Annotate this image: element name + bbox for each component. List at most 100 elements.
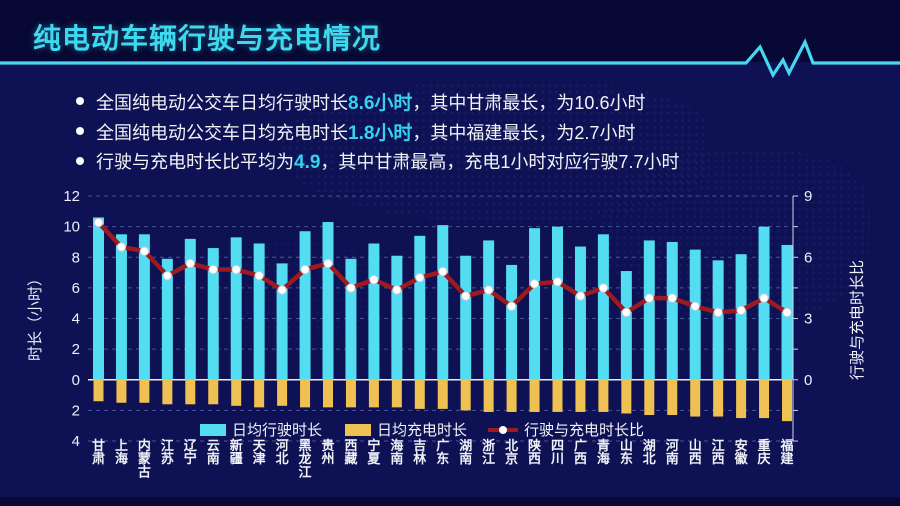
bullet-charging: 全国纯电动公交车日均充电时长1.8小时，其中福建最长，为2.7小时 — [76, 118, 876, 144]
driving-bar — [276, 263, 288, 380]
bullet-dot-icon — [76, 97, 84, 105]
ratio-point — [506, 301, 517, 311]
ratio-point — [231, 264, 241, 275]
driving-bar — [437, 225, 449, 380]
legend-ratio-marker — [499, 426, 507, 434]
driving-bar — [414, 235, 426, 380]
left-axis-tick-label: 4 — [72, 433, 80, 450]
driving-bar — [689, 249, 701, 380]
ratio-point — [254, 270, 264, 281]
x-axis-label: 河南 — [666, 438, 679, 466]
charging-bar — [391, 379, 402, 408]
bullet-dot-icon — [76, 157, 84, 165]
charging-bar — [139, 379, 150, 403]
ratio-point — [93, 217, 104, 228]
charging-bar — [529, 379, 540, 412]
ratio-point — [529, 279, 540, 289]
charging-bar — [93, 379, 104, 402]
bottom-strip — [0, 497, 900, 506]
charging-bar — [713, 379, 724, 417]
charging-bar — [483, 379, 494, 412]
ratio-point — [277, 285, 287, 295]
bullet-dot-icon — [76, 127, 84, 135]
left-axis-tick-label: 2 — [72, 402, 80, 419]
x-axis-label: 江西 — [712, 438, 725, 466]
ratio-point — [346, 283, 356, 293]
driving-bar — [207, 248, 219, 380]
charging-bar — [208, 379, 219, 405]
ratio-point — [483, 285, 494, 295]
charging-bar — [506, 379, 517, 412]
ratio-point — [392, 285, 402, 295]
x-axis-label: 甘肃 — [92, 438, 105, 466]
driving-bar — [299, 231, 311, 380]
driving-bar — [712, 260, 724, 380]
ratio-point — [575, 291, 586, 301]
driving-bar — [161, 258, 173, 380]
x-axis-label: 山西 — [689, 438, 702, 466]
legend-driving-swatch — [200, 424, 226, 436]
legend-charging-swatch — [345, 424, 371, 436]
charging-bar — [277, 379, 288, 406]
left-axis-title: 时长（小时） — [27, 271, 44, 361]
driving-bar — [93, 217, 104, 380]
x-axis-label: 福建 — [779, 438, 793, 466]
x-axis-label: 重庆 — [757, 438, 771, 466]
ratio-point — [438, 266, 448, 277]
driving-bar — [574, 246, 586, 380]
ratio-point — [116, 242, 127, 252]
ratio-point — [185, 258, 196, 269]
driving-bar — [184, 238, 196, 380]
bullet-text: 全国纯电动公交车日均充电时长1.8小时，其中福建最长，为2.7小时 — [96, 122, 636, 144]
charging-bar — [116, 379, 127, 403]
left-axis-tick-label: 4 — [72, 311, 80, 328]
ratio-point — [736, 305, 746, 316]
charging-bar — [254, 379, 265, 408]
page-title: 纯电动车辆行驶与充电情况 — [33, 23, 382, 54]
driving-bar — [643, 240, 655, 380]
x-axis-label: 青海 — [597, 438, 610, 466]
driving-bar — [230, 237, 242, 380]
driving-bar — [483, 240, 495, 380]
x-axis-label: 辽宁 — [184, 438, 198, 466]
driving-bar — [138, 234, 150, 380]
charging-bar — [690, 379, 701, 417]
combo-chart: 12 10 8 6 4 2 0 2 4 9 6 3 0 时长（小时） 行驶与充电时长比甘肃上海内蒙古江苏辽宁… — [27, 188, 866, 479]
x-axis-label: 陕西 — [528, 438, 542, 466]
x-axis-label: 天津 — [253, 438, 267, 466]
charging-bar — [323, 379, 333, 408]
charging-bar — [300, 379, 311, 408]
driving-bar — [391, 255, 403, 380]
x-axis-label: 四川 — [550, 438, 564, 466]
charging-bar — [575, 379, 586, 412]
x-axis-label: 新疆 — [230, 438, 243, 466]
x-axis-label: 广东 — [436, 438, 449, 466]
legend-ratio-label: 行驶与充电时长比 — [524, 422, 644, 439]
left-axis-tick-label: 12 — [63, 188, 80, 205]
charging-bar — [162, 379, 173, 405]
ratio-point — [415, 272, 425, 283]
driving-bar — [506, 264, 518, 380]
x-axis-label: 西藏 — [344, 438, 357, 466]
legend-charging-label: 日均充电时长 — [377, 422, 467, 439]
x-axis-label: 山东 — [620, 438, 633, 466]
charging-bar — [644, 379, 655, 416]
ratio-point — [300, 264, 310, 275]
ratio-point — [644, 293, 654, 303]
highlight-value: 8.6小时 — [348, 92, 413, 114]
right-axis-tick-label: 3 — [804, 311, 812, 328]
charging-bar — [185, 379, 196, 405]
x-axis-label: 吉林 — [413, 438, 426, 466]
ratio-point — [323, 258, 333, 269]
ratio-point — [552, 277, 563, 287]
charging-bar — [345, 379, 356, 408]
ratio-point — [782, 307, 792, 318]
ratio-point — [667, 293, 677, 303]
x-axis-label: 北京 — [505, 438, 518, 466]
x-axis-label: 黑龙江 — [299, 438, 312, 479]
driving-bar — [597, 234, 609, 380]
charging-bar — [368, 379, 379, 408]
x-axis-label: 浙江 — [482, 438, 495, 466]
highlight-value: 4.9 — [294, 152, 321, 173]
